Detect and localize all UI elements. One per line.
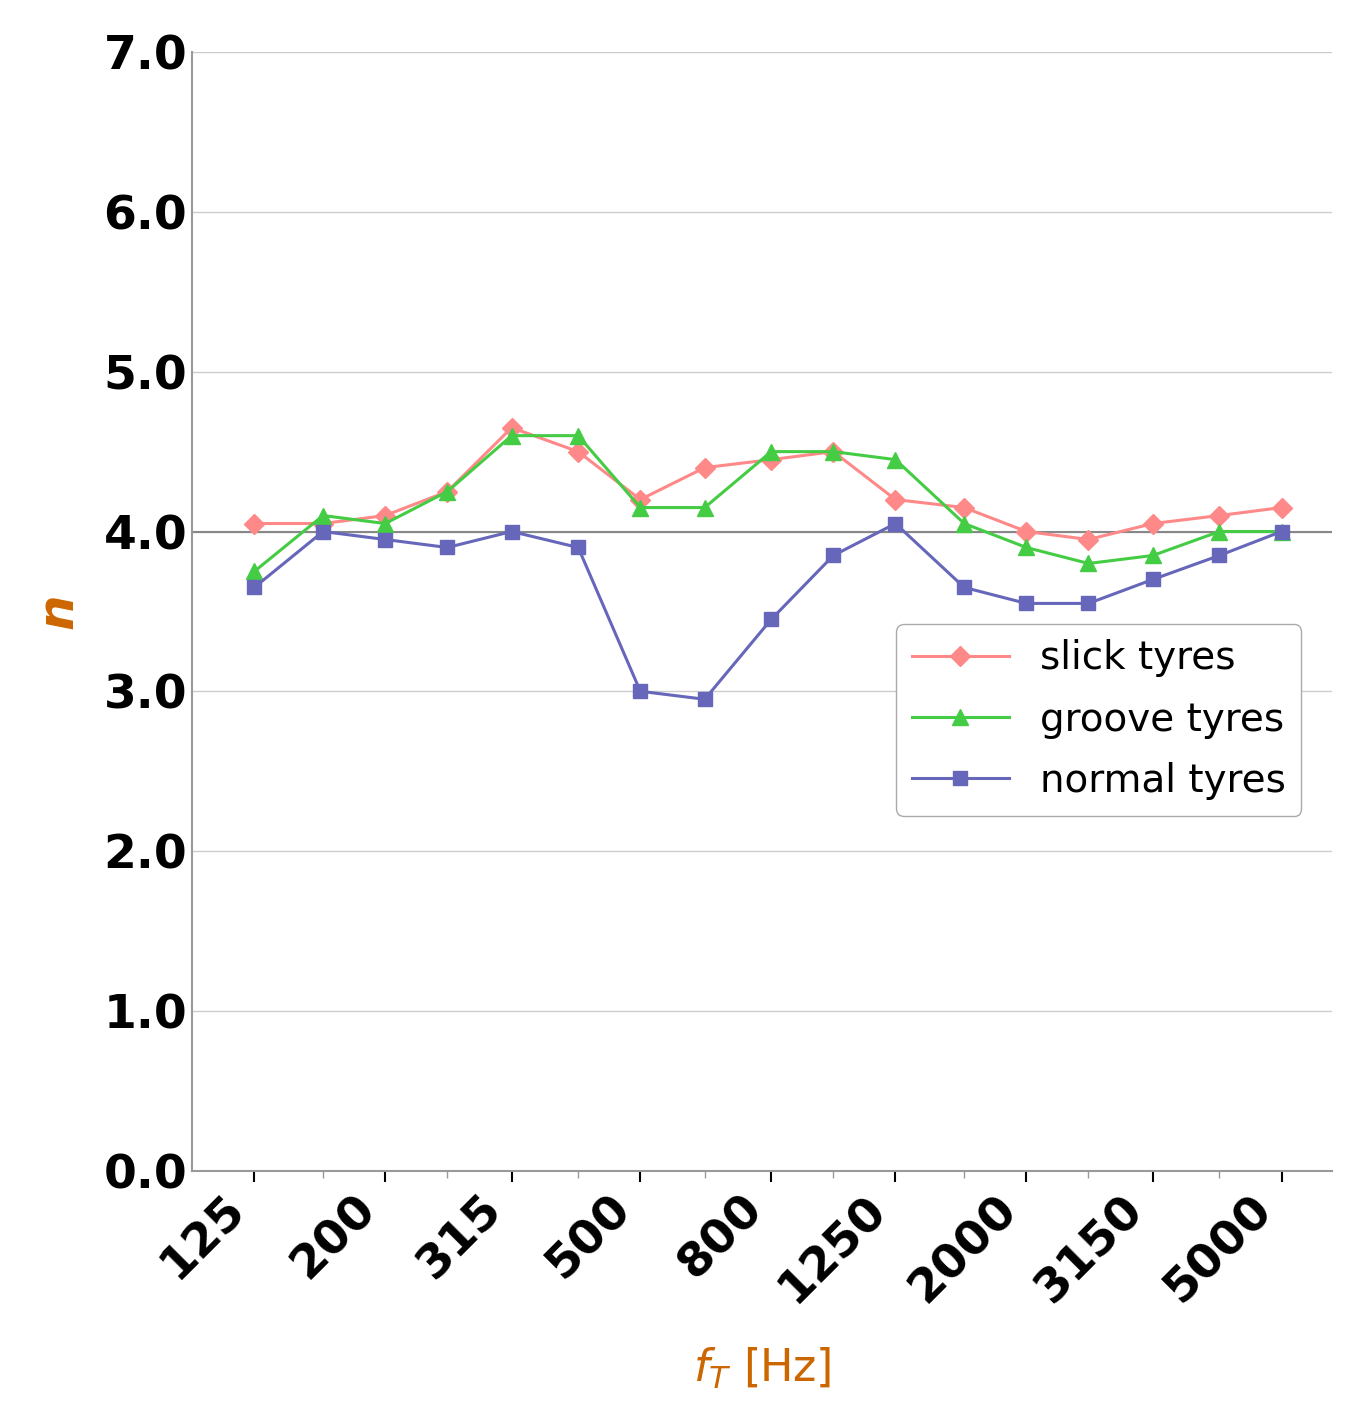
- groove tyres: [696, 499, 712, 516]
- normal tyres: [1211, 548, 1228, 565]
- groove tyres: [763, 443, 779, 461]
- slick tyres: [632, 491, 648, 508]
- slick tyres: [439, 483, 455, 501]
- normal tyres: [246, 579, 262, 596]
- groove tyres: [1273, 523, 1289, 540]
- slick tyres: [1273, 499, 1289, 516]
- slick tyres: [246, 515, 262, 532]
- groove tyres: [1144, 548, 1161, 565]
- groove tyres: [1018, 539, 1035, 556]
- slick tyres: [1144, 515, 1161, 532]
- groove tyres: [377, 515, 394, 532]
- normal tyres: [632, 683, 648, 700]
- Y-axis label: n: n: [34, 593, 83, 629]
- normal tyres: [763, 610, 779, 627]
- normal tyres: [696, 690, 712, 707]
- slick tyres: [696, 459, 712, 476]
- Legend: slick tyres, groove tyres, normal tyres: slick tyres, groove tyres, normal tyres: [897, 623, 1301, 816]
- normal tyres: [439, 539, 455, 556]
- groove tyres: [1080, 555, 1096, 572]
- normal tyres: [956, 579, 972, 596]
- Line: normal tyres: normal tyres: [247, 516, 1289, 706]
- normal tyres: [377, 530, 394, 548]
- normal tyres: [1018, 595, 1035, 612]
- groove tyres: [314, 508, 331, 525]
- groove tyres: [439, 483, 455, 501]
- slick tyres: [826, 443, 842, 461]
- normal tyres: [1273, 523, 1289, 540]
- slick tyres: [1211, 508, 1228, 525]
- slick tyres: [1080, 530, 1096, 548]
- normal tyres: [503, 523, 519, 540]
- slick tyres: [1018, 523, 1035, 540]
- slick tyres: [503, 419, 519, 436]
- X-axis label: $f_T$ [Hz]: $f_T$ [Hz]: [693, 1346, 831, 1392]
- slick tyres: [377, 508, 394, 525]
- groove tyres: [570, 428, 586, 445]
- normal tyres: [887, 515, 904, 532]
- normal tyres: [570, 539, 586, 556]
- groove tyres: [826, 443, 842, 461]
- slick tyres: [763, 451, 779, 468]
- Line: slick tyres: slick tyres: [247, 421, 1289, 546]
- groove tyres: [503, 428, 519, 445]
- groove tyres: [246, 563, 262, 580]
- groove tyres: [887, 451, 904, 468]
- slick tyres: [887, 491, 904, 508]
- groove tyres: [1211, 523, 1228, 540]
- normal tyres: [1144, 570, 1161, 588]
- normal tyres: [1080, 595, 1096, 612]
- normal tyres: [826, 548, 842, 565]
- slick tyres: [314, 515, 331, 532]
- Line: groove tyres: groove tyres: [246, 428, 1290, 580]
- slick tyres: [570, 443, 586, 461]
- groove tyres: [632, 499, 648, 516]
- normal tyres: [314, 523, 331, 540]
- slick tyres: [956, 499, 972, 516]
- groove tyres: [956, 515, 972, 532]
